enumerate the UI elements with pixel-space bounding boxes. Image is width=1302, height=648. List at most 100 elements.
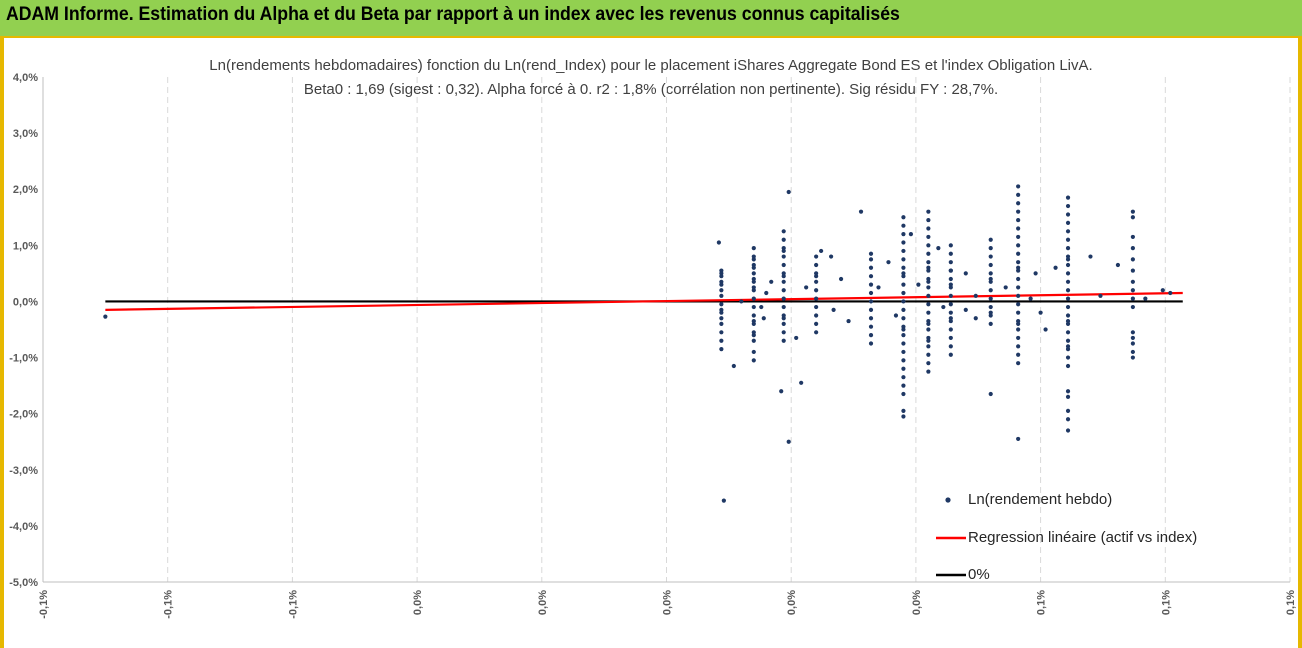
data-point xyxy=(926,209,931,214)
data-point xyxy=(814,254,819,259)
chart-legend xyxy=(936,497,966,577)
data-point xyxy=(786,439,791,444)
data-point xyxy=(751,285,756,290)
data-point xyxy=(719,338,724,343)
data-point xyxy=(1016,251,1021,256)
data-point xyxy=(858,209,864,214)
data-point xyxy=(719,347,724,352)
data-point xyxy=(751,296,756,301)
data-point xyxy=(814,288,819,293)
data-point xyxy=(988,391,993,397)
data-point xyxy=(868,341,874,346)
data-point xyxy=(781,330,786,335)
data-point xyxy=(1065,229,1071,234)
data-point xyxy=(908,232,914,237)
data-point xyxy=(901,307,906,312)
data-point xyxy=(1065,304,1071,310)
data-point xyxy=(769,279,774,284)
data-point xyxy=(948,327,953,332)
data-point xyxy=(1016,226,1021,231)
data-point xyxy=(1065,262,1071,268)
data-point xyxy=(926,327,931,332)
chart-frame-top xyxy=(0,36,1302,38)
data-point xyxy=(868,290,874,296)
data-point xyxy=(764,290,769,296)
x-tick-label: 0,1% xyxy=(1036,590,1048,615)
data-point xyxy=(1016,293,1021,298)
data-point xyxy=(751,257,756,262)
data-point xyxy=(988,262,993,268)
data-point xyxy=(794,335,799,341)
data-point xyxy=(1016,201,1021,206)
data-point xyxy=(838,276,844,282)
data-point xyxy=(1130,288,1135,293)
data-point xyxy=(1065,355,1071,360)
data-point xyxy=(719,288,724,293)
data-point xyxy=(963,271,968,276)
data-point xyxy=(1016,285,1021,290)
data-point xyxy=(926,217,931,223)
data-point xyxy=(1065,318,1071,324)
data-point xyxy=(948,344,953,349)
data-point xyxy=(1130,296,1135,301)
data-point xyxy=(948,243,953,248)
y-tick-label: 4,0% xyxy=(13,72,38,84)
data-point xyxy=(901,232,906,237)
data-point xyxy=(1130,330,1135,335)
data-point xyxy=(868,282,874,287)
x-tick-label: 0,1% xyxy=(1285,590,1297,615)
data-point xyxy=(1143,296,1148,301)
data-point xyxy=(719,282,724,287)
data-point xyxy=(781,316,786,321)
data-point xyxy=(901,341,906,346)
data-point xyxy=(814,313,819,318)
regression-line xyxy=(105,291,1183,311)
data-point xyxy=(988,321,993,326)
legend-label-zero: 0% xyxy=(968,566,990,583)
chart-axes xyxy=(42,77,1290,583)
data-point xyxy=(1016,234,1021,240)
data-point xyxy=(814,330,819,335)
legend-label-regression: Regression linéaire (actif vs index) xyxy=(968,529,1198,546)
data-point xyxy=(1065,408,1071,413)
data-point xyxy=(1016,184,1021,189)
x-tick-labels: -0,1% -0,1% -0,1% 0,0% 0,0% 0,0% 0,0% 0,0% 0,1% 0… xyxy=(38,590,1297,619)
data-point xyxy=(1065,363,1071,369)
data-point xyxy=(901,408,906,413)
series-lines xyxy=(105,291,1183,311)
report-header-bar: ADAM Informe. Estimation du Alpha et du … xyxy=(0,0,1302,36)
data-point xyxy=(719,321,724,326)
data-point xyxy=(1065,246,1071,251)
data-point xyxy=(1016,310,1021,315)
chart-title-line2: Beta0 : 1,69 (sigest : 0,32). Alpha forc… xyxy=(303,81,999,98)
data-point xyxy=(1065,257,1071,262)
data-point xyxy=(901,215,906,220)
data-point xyxy=(781,296,786,301)
data-point xyxy=(814,274,819,279)
data-point xyxy=(901,248,906,254)
x-tick-label: 0,0% xyxy=(412,590,424,615)
data-point xyxy=(901,333,906,338)
data-point xyxy=(1115,262,1121,268)
data-point xyxy=(901,290,906,296)
x-tick-label: -0,1% xyxy=(38,590,50,619)
data-point xyxy=(781,254,786,259)
data-point xyxy=(926,369,931,374)
data-point xyxy=(948,251,953,256)
data-point xyxy=(751,338,756,343)
data-point xyxy=(1016,192,1021,197)
data-point xyxy=(814,279,819,284)
data-point xyxy=(1016,265,1021,270)
data-point xyxy=(1065,389,1071,394)
data-point xyxy=(1016,361,1021,366)
vertical-gridlines xyxy=(42,77,1291,582)
data-point xyxy=(926,361,931,366)
data-point xyxy=(1065,220,1071,225)
data-point xyxy=(1003,285,1008,290)
y-tick-labels: 4,0% 3,0% 2,0% 1,0% 0,0% -1,0% -2,0% -3,0% -4,0%… xyxy=(9,72,38,589)
data-point xyxy=(926,302,931,307)
chart-title-line1: Ln(rendements hebdomadaires) fonction du… xyxy=(209,57,1093,74)
data-point xyxy=(1130,234,1135,240)
data-point xyxy=(781,279,786,284)
data-point xyxy=(926,310,931,315)
